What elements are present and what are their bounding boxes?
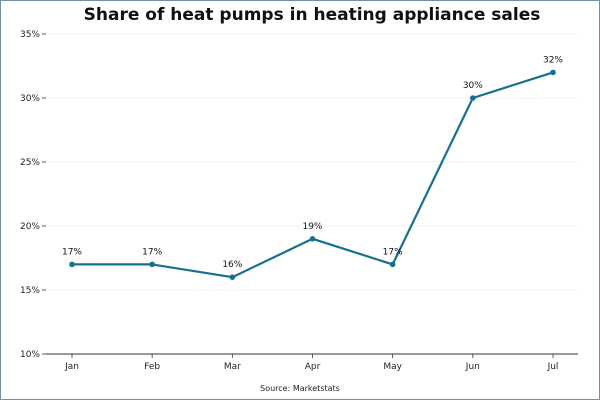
data-label: 17% [383,247,403,257]
y-tick-label: 10% [20,350,40,360]
y-tick-label: 35% [20,30,40,40]
chart-title: Share of heat pumps in heating appliance… [84,5,541,25]
y-tick-label: 30% [20,94,40,104]
y-tick-label: 20% [20,222,40,232]
data-label: 17% [62,247,82,257]
data-point [309,236,316,242]
data-point [470,95,476,101]
data-label: 30% [463,81,483,91]
data-label: 17% [142,247,162,257]
data-label: 16% [222,260,242,270]
y-tick-label: 15% [20,286,40,296]
data-point [550,69,556,76]
x-tick-label: Jul [547,362,559,372]
x-axis: Jan Feb Mar Apr May Jun Jul [46,353,578,372]
x-tick-label: Jan [64,362,79,372]
data-point [229,274,236,281]
x-tick-label: Apr [305,362,321,372]
data-point [149,261,155,268]
data-label: 19% [302,222,322,232]
x-tick-label: May [383,362,402,372]
source-note: Source: Marketstats [260,384,340,393]
x-tick-label: Mar [224,362,241,372]
x-tick-label: Jun [465,362,480,372]
data-point [69,261,75,268]
x-tick-label: Feb [144,362,160,372]
y-tick-label: 25% [20,158,40,168]
series-group [69,69,556,281]
data-point [389,261,396,268]
data-labels: 17% 17% 16% 19% 17% 30% 32% [62,55,563,270]
data-label: 32% [543,55,563,65]
y-axis: 10% 15% 20% 25% 30% 35% [20,30,46,360]
grid-lines [46,33,578,291]
